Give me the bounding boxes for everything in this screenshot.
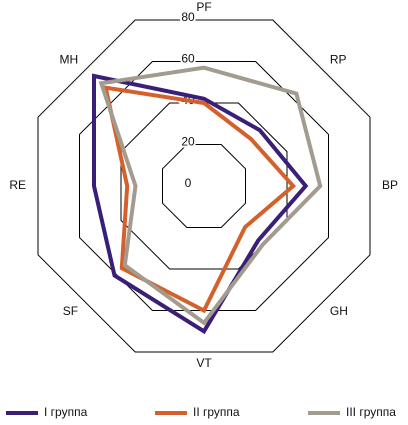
- series-line: [92, 73, 309, 335]
- axis-label: RE: [9, 178, 26, 192]
- axis-label: RP: [330, 52, 347, 66]
- ring-label: 0: [185, 176, 192, 190]
- ring-label: 60: [181, 52, 195, 66]
- grid-ring: [79, 61, 329, 311]
- ring-label: 60: [181, 52, 195, 66]
- ring-label: 20: [181, 135, 195, 149]
- grid-ring: [162, 144, 246, 228]
- series-line: [98, 65, 323, 326]
- legend-label: II группа: [193, 405, 240, 419]
- ring-label: 0: [185, 176, 192, 190]
- grid-ring: [120, 102, 288, 270]
- grid-ring: [37, 19, 371, 353]
- ring-label: 80: [181, 10, 195, 24]
- axis-label: GH: [330, 304, 348, 318]
- ring-label: 80: [181, 10, 195, 24]
- axis-label: PF: [196, 0, 211, 14]
- axis-label: MH: [59, 52, 78, 66]
- legend-label: I группа: [44, 405, 88, 419]
- ring-label: 20: [181, 135, 195, 149]
- axis-label: SF: [63, 304, 78, 318]
- axis-label: BP: [382, 178, 398, 192]
- axis-label: VT: [196, 356, 212, 370]
- legend-label: III группа: [346, 405, 396, 419]
